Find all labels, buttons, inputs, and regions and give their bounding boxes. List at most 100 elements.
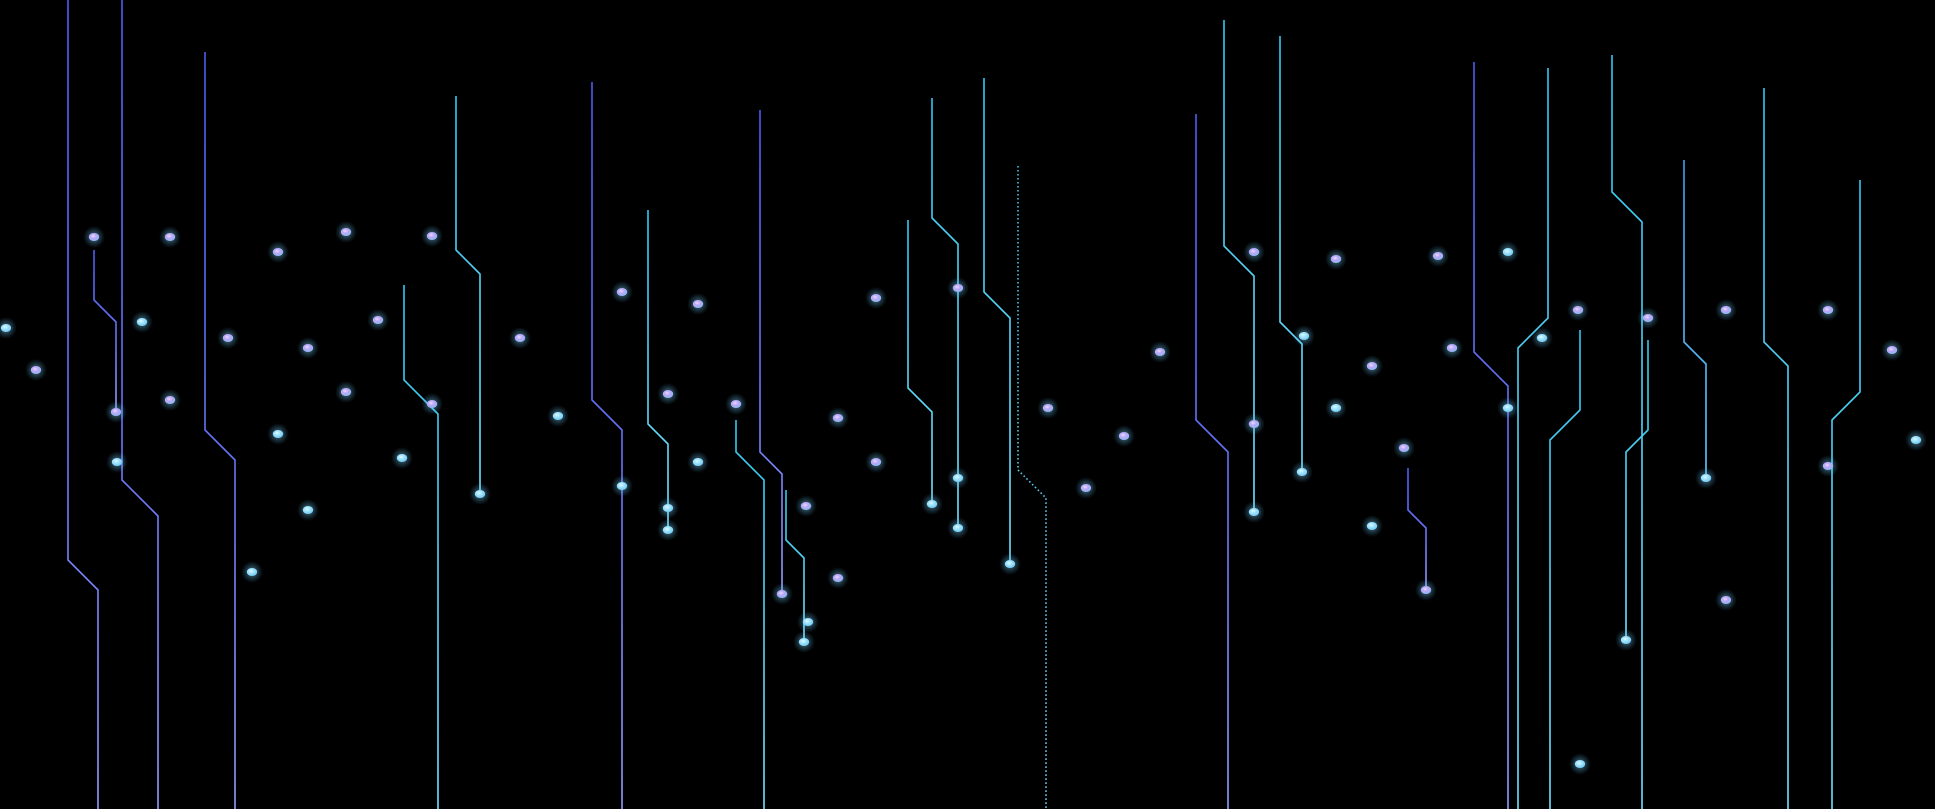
dot-core <box>1366 362 1378 370</box>
circuit-trace <box>1611 55 1643 809</box>
dot-core <box>1642 314 1654 322</box>
dot-core <box>802 618 814 626</box>
dot-core <box>1886 346 1898 354</box>
trace-terminal-dot <box>795 495 817 517</box>
dot-core <box>1118 432 1130 440</box>
dot-core <box>246 568 258 576</box>
trace-terminal-dot <box>1293 325 1315 347</box>
dot-core <box>552 412 564 420</box>
dot-core <box>1620 636 1632 644</box>
dot-core <box>340 388 352 396</box>
dot-core <box>1248 420 1260 428</box>
dot-core <box>1366 522 1378 530</box>
dot-core <box>832 414 844 422</box>
dot-core <box>164 396 176 404</box>
dot-core <box>1248 508 1260 516</box>
circuit-trace <box>1625 340 1649 640</box>
trace-terminal-dot <box>509 327 531 349</box>
dot-core <box>1042 404 1054 412</box>
trace-terminal-dot <box>267 241 289 263</box>
dot-core <box>1080 484 1092 492</box>
trace-terminal-dot <box>1695 467 1717 489</box>
dot-core <box>110 408 122 416</box>
trace-terminal-dot <box>947 277 969 299</box>
dot-core <box>1822 462 1834 470</box>
trace-terminal-dot <box>947 467 969 489</box>
trace-terminal-dot <box>1427 245 1449 267</box>
dot-core <box>396 454 408 462</box>
trace-terminal-dot <box>1817 455 1839 477</box>
circuit-trace <box>1763 88 1789 809</box>
dot-core <box>662 390 674 398</box>
trace-terminal-dot <box>1569 753 1591 775</box>
circuit-trace <box>1017 166 1047 809</box>
trace-terminal-dot <box>1075 477 1097 499</box>
dot-core <box>1572 306 1584 314</box>
dot-core <box>1446 344 1458 352</box>
trace-terminal-dot <box>921 493 943 515</box>
circuit-trace <box>121 0 159 809</box>
trace-terminal-dot <box>159 389 181 411</box>
dot-core <box>692 300 704 308</box>
trace-terminal-dot <box>1615 629 1637 651</box>
trace-terminal-dot <box>947 517 969 539</box>
trace-terminal-dot <box>827 567 849 589</box>
dot-core <box>30 366 42 374</box>
trace-terminal-dot <box>159 226 181 248</box>
trace-terminal-dot <box>547 405 569 427</box>
trace-terminal-dot <box>297 337 319 359</box>
trace-terminal-dot <box>297 499 319 521</box>
dot-core <box>1432 252 1444 260</box>
trace-terminal-dot <box>1637 307 1659 329</box>
trace-terminal-dot <box>25 359 47 381</box>
dot-core <box>870 294 882 302</box>
dot-core <box>1330 404 1342 412</box>
dot-core <box>1720 306 1732 314</box>
trace-terminal-dot <box>1291 461 1313 483</box>
trace-terminal-dot <box>1243 241 1265 263</box>
dot-core <box>426 232 438 240</box>
circuit-trace <box>93 250 117 412</box>
dot-core <box>730 400 742 408</box>
trace-terminal-dot <box>1113 425 1135 447</box>
trace-terminal-dot <box>469 483 491 505</box>
terminal-dot-layer <box>0 221 1927 775</box>
dot-core <box>372 316 384 324</box>
dot-core <box>1004 560 1016 568</box>
dot-core <box>474 490 486 498</box>
trace-terminal-dot <box>1497 397 1519 419</box>
trace-terminal-dot <box>421 225 443 247</box>
dot-core <box>1330 255 1342 263</box>
circuit-trace <box>759 110 783 594</box>
trace-terminal-dot <box>687 293 709 315</box>
dot-core <box>302 506 314 514</box>
dot-core <box>111 458 123 466</box>
trace-terminal-dot <box>1817 299 1839 321</box>
dot-core <box>1420 586 1432 594</box>
dot-core <box>692 458 704 466</box>
dot-core <box>870 458 882 466</box>
dot-core <box>1700 474 1712 482</box>
trace-terminal-dot <box>0 317 17 339</box>
dot-core <box>164 233 176 241</box>
dot-core <box>952 284 964 292</box>
dot-core <box>662 526 674 534</box>
trace-terminal-dot <box>1715 589 1737 611</box>
dot-core <box>426 400 438 408</box>
trace-terminal-dot <box>1531 327 1553 349</box>
dot-core <box>952 474 964 482</box>
trace-terminal-dot <box>391 447 413 469</box>
dot-core <box>272 248 284 256</box>
dot-core <box>272 430 284 438</box>
circuit-trace <box>785 490 805 642</box>
trace-layer <box>5 0 1931 809</box>
dot-core <box>776 590 788 598</box>
circuit-trace <box>907 220 933 504</box>
dot-core <box>800 502 812 510</box>
trace-terminal-dot <box>335 221 357 243</box>
dot-core <box>1248 248 1260 256</box>
dot-core <box>222 334 234 342</box>
circuit-trace <box>591 82 623 809</box>
trace-terminal-dot <box>1567 299 1589 321</box>
